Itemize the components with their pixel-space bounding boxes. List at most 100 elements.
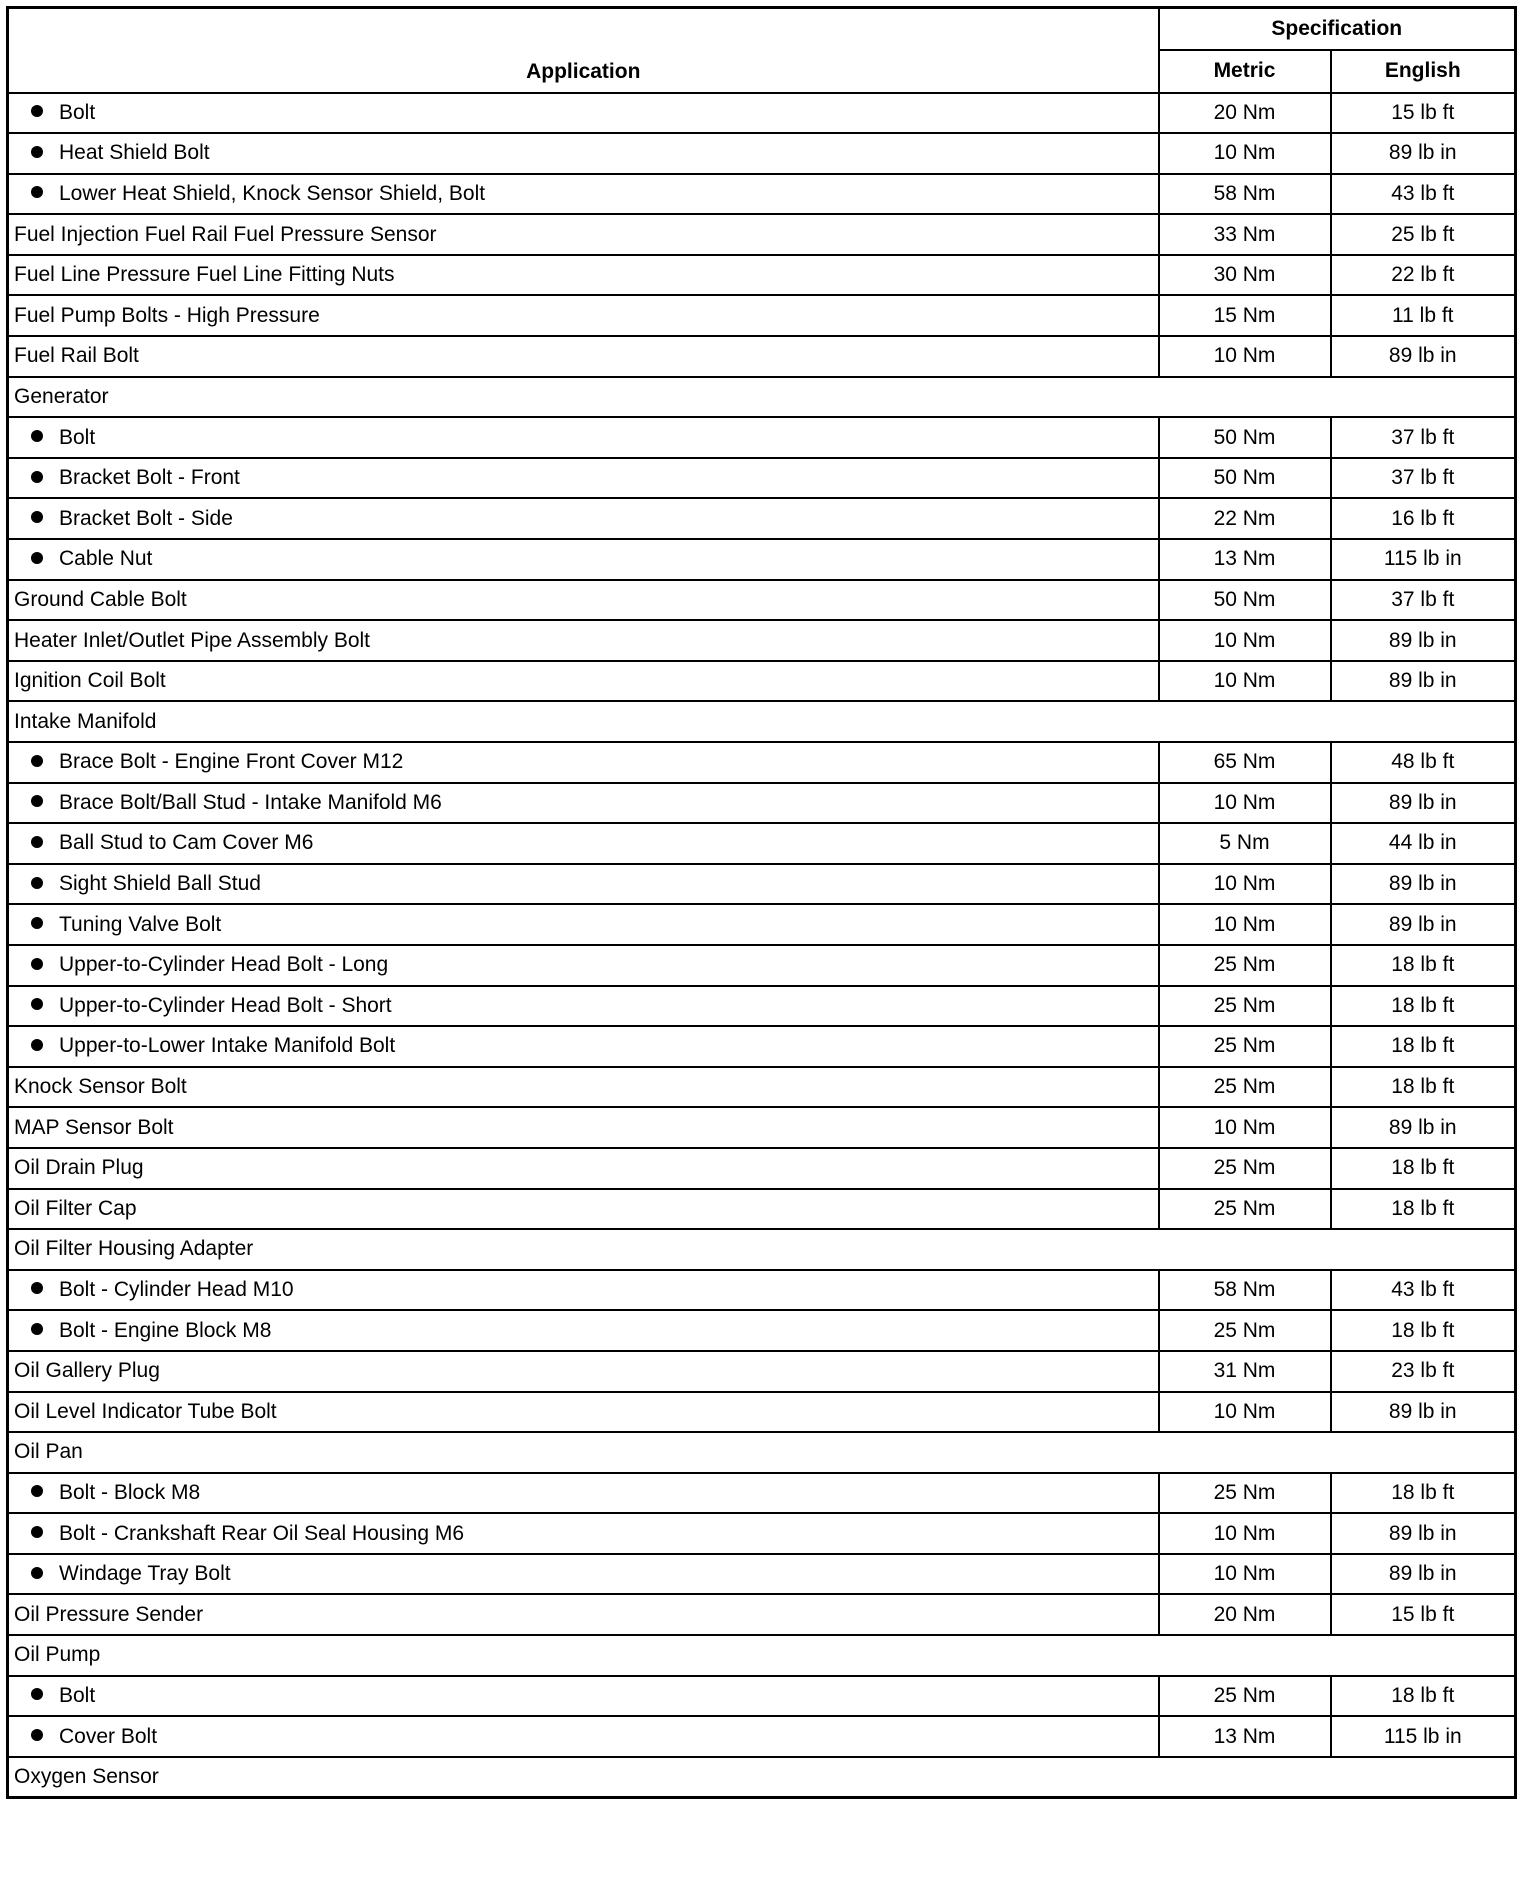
application-cell: Fuel Rail Bolt xyxy=(6,335,1160,378)
english-value: 18 lb ft xyxy=(1329,1025,1517,1068)
metric-value: 25 Nm xyxy=(1157,1471,1332,1515)
table-row: Bolt 50 Nm 37 lb ft xyxy=(6,416,1517,459)
application-label: Oil Pan xyxy=(14,1440,83,1464)
metric-value: 22 Nm xyxy=(1157,497,1332,541)
english-value: 18 lb ft xyxy=(1329,984,1517,1028)
bullet-icon xyxy=(31,1485,43,1498)
bullet-icon xyxy=(31,470,43,483)
application-label: Brace Bolt/Ball Stud - Intake Manifold M… xyxy=(59,790,442,814)
english-value: 23 lb ft xyxy=(1329,1349,1517,1393)
application-label: Fuel Line Pressure Fuel Line Fitting Nut… xyxy=(14,263,395,287)
application-label: Oxygen Sensor xyxy=(14,1764,159,1788)
application-cell: Sight Shield Ball Stud xyxy=(6,862,1160,906)
bullet-icon xyxy=(31,1526,43,1539)
application-cell: Oil Filter Housing Adapter xyxy=(6,1228,1517,1271)
table-row: Oil Level Indicator Tube Bolt 10 Nm 89 lb … xyxy=(6,1390,1517,1434)
english-value: 89 lb in xyxy=(1329,659,1517,703)
table-row: Fuel Pump Bolts - High Pressure 15 Nm 11 l… xyxy=(6,294,1517,338)
application-label: Lower Heat Shield, Knock Sensor Shield, … xyxy=(59,181,486,205)
application-cell: Fuel Injection Fuel Rail Fuel Pressure S… xyxy=(6,213,1160,256)
table-row: Heat Shield Bolt 10 Nm 89 lb in xyxy=(6,132,1517,175)
table-row: Heater Inlet/Outlet Pipe Assembly Bolt 10… xyxy=(6,619,1517,662)
application-cell: Bolt - Cylinder Head M10 xyxy=(6,1268,1160,1312)
application-cell: Generator xyxy=(6,375,1517,419)
metric-value: 25 Nm xyxy=(1157,1025,1332,1068)
application-cell: Bolt xyxy=(6,416,1160,459)
application-label: Bolt - Block M8 xyxy=(59,1480,201,1504)
table-row: MAP Sensor Bolt 10 Nm 89 lb in xyxy=(6,1106,1517,1149)
metric-value: 65 Nm xyxy=(1157,741,1332,784)
application-cell: Bolt - Crankshaft Rear Oil Seal Housing … xyxy=(6,1512,1160,1555)
application-cell: Cable Nut xyxy=(6,538,1160,581)
table-row: Ground Cable Bolt 50 Nm 37 lb ft xyxy=(6,578,1517,622)
table-row: Tuning Valve Bolt 10 Nm 89 lb in xyxy=(6,903,1517,946)
english-value: 18 lb ft xyxy=(1329,1309,1517,1352)
application-label: Heat Shield Bolt xyxy=(59,141,210,165)
metric-value: 10 Nm xyxy=(1157,132,1332,175)
application-cell: Oil Filter Cap xyxy=(6,1187,1160,1231)
english-value: 43 lb ft xyxy=(1329,1268,1517,1312)
english-value: 89 lb in xyxy=(1329,1106,1517,1149)
metric-value: 50 Nm xyxy=(1157,456,1332,500)
english-value: 89 lb in xyxy=(1329,1552,1517,1596)
metric-value: 10 Nm xyxy=(1157,862,1332,906)
table-row: Bolt - Cylinder Head M10 58 Nm 43 lb ft xyxy=(6,1268,1517,1312)
english-value: 37 lb ft xyxy=(1329,578,1517,622)
application-cell: Bracket Bolt - Front xyxy=(6,456,1160,500)
application-label: Ground Cable Bolt xyxy=(14,587,187,611)
application-label: Fuel Injection Fuel Rail Fuel Pressure S… xyxy=(14,222,437,246)
application-label: Bracket Bolt - Side xyxy=(59,506,233,530)
bullet-icon xyxy=(31,1038,43,1051)
english-value: 11 lb ft xyxy=(1329,294,1517,338)
english-value: 18 lb ft xyxy=(1329,1674,1517,1718)
english-value: 115 lb in xyxy=(1329,538,1517,581)
english-value: 89 lb in xyxy=(1329,132,1517,175)
english-value: 89 lb in xyxy=(1329,1390,1517,1434)
application-label: Heater Inlet/Outlet Pipe Assembly Bolt xyxy=(14,628,371,652)
metric-value: 58 Nm xyxy=(1157,1268,1332,1312)
table-row: Oil Pressure Sender 20 Nm 15 lb ft xyxy=(6,1593,1517,1637)
application-cell: Windage Tray Bolt xyxy=(6,1552,1160,1596)
bullet-icon xyxy=(31,917,43,930)
application-label: Bolt - Crankshaft Rear Oil Seal Housing … xyxy=(59,1521,464,1545)
application-cell: Bolt - Block M8 xyxy=(6,1471,1160,1515)
application-cell: Brace Bolt/Ball Stud - Intake Manifold M… xyxy=(6,781,1160,825)
application-cell: Fuel Pump Bolts - High Pressure xyxy=(6,294,1160,338)
torque-specification-table: Application Specification Metric English… xyxy=(6,6,1518,1799)
metric-value: 5 Nm xyxy=(1157,822,1332,865)
application-cell: Heater Inlet/Outlet Pipe Assembly Bolt xyxy=(6,619,1160,662)
table-row: Cover Bolt 13 Nm 115 lb in xyxy=(6,1715,1517,1758)
application-label: Oil Filter Cap xyxy=(14,1196,137,1220)
metric-value: 50 Nm xyxy=(1157,416,1332,459)
metric-value: 25 Nm xyxy=(1157,943,1332,987)
application-label: MAP Sensor Bolt xyxy=(14,1115,174,1139)
table-row: Upper-to-Cylinder Head Bolt - Short 25 Nm… xyxy=(6,984,1517,1028)
bullet-icon xyxy=(31,835,43,848)
application-cell: Upper-to-Cylinder Head Bolt - Long xyxy=(6,943,1160,987)
application-label: Oil Gallery Plug xyxy=(14,1359,160,1383)
english-value: 18 lb ft xyxy=(1329,1471,1517,1515)
bullet-icon xyxy=(31,511,43,524)
english-value: 115 lb in xyxy=(1329,1715,1517,1758)
application-label: Cover Bolt xyxy=(59,1724,158,1748)
table-row: Bolt - Block M8 25 Nm 18 lb ft xyxy=(6,1471,1517,1515)
english-value: 37 lb ft xyxy=(1329,416,1517,459)
application-label: Windage Tray Bolt xyxy=(59,1562,231,1586)
english-value: 18 lb ft xyxy=(1329,1146,1517,1190)
application-label: Knock Sensor Bolt xyxy=(14,1075,187,1099)
english-value: 89 lb in xyxy=(1329,619,1517,662)
application-cell: Cover Bolt xyxy=(6,1715,1160,1758)
application-label: Oil Drain Plug xyxy=(14,1156,144,1180)
application-cell: Ball Stud to Cam Cover M6 xyxy=(6,822,1160,865)
bullet-icon xyxy=(31,1566,43,1579)
application-label: Oil Pressure Sender xyxy=(14,1602,204,1626)
metric-value: 10 Nm xyxy=(1157,1512,1332,1555)
metric-value: 25 Nm xyxy=(1157,1309,1332,1352)
application-cell: Brace Bolt - Engine Front Cover M12 xyxy=(6,741,1160,784)
english-value: 44 lb in xyxy=(1329,822,1517,865)
bullet-icon xyxy=(31,957,43,970)
application-label: Bracket Bolt - Front xyxy=(59,466,240,490)
application-cell: Heat Shield Bolt xyxy=(6,132,1160,175)
bullet-icon xyxy=(31,105,43,118)
application-label: Upper-to-Cylinder Head Bolt - Long xyxy=(59,953,389,977)
